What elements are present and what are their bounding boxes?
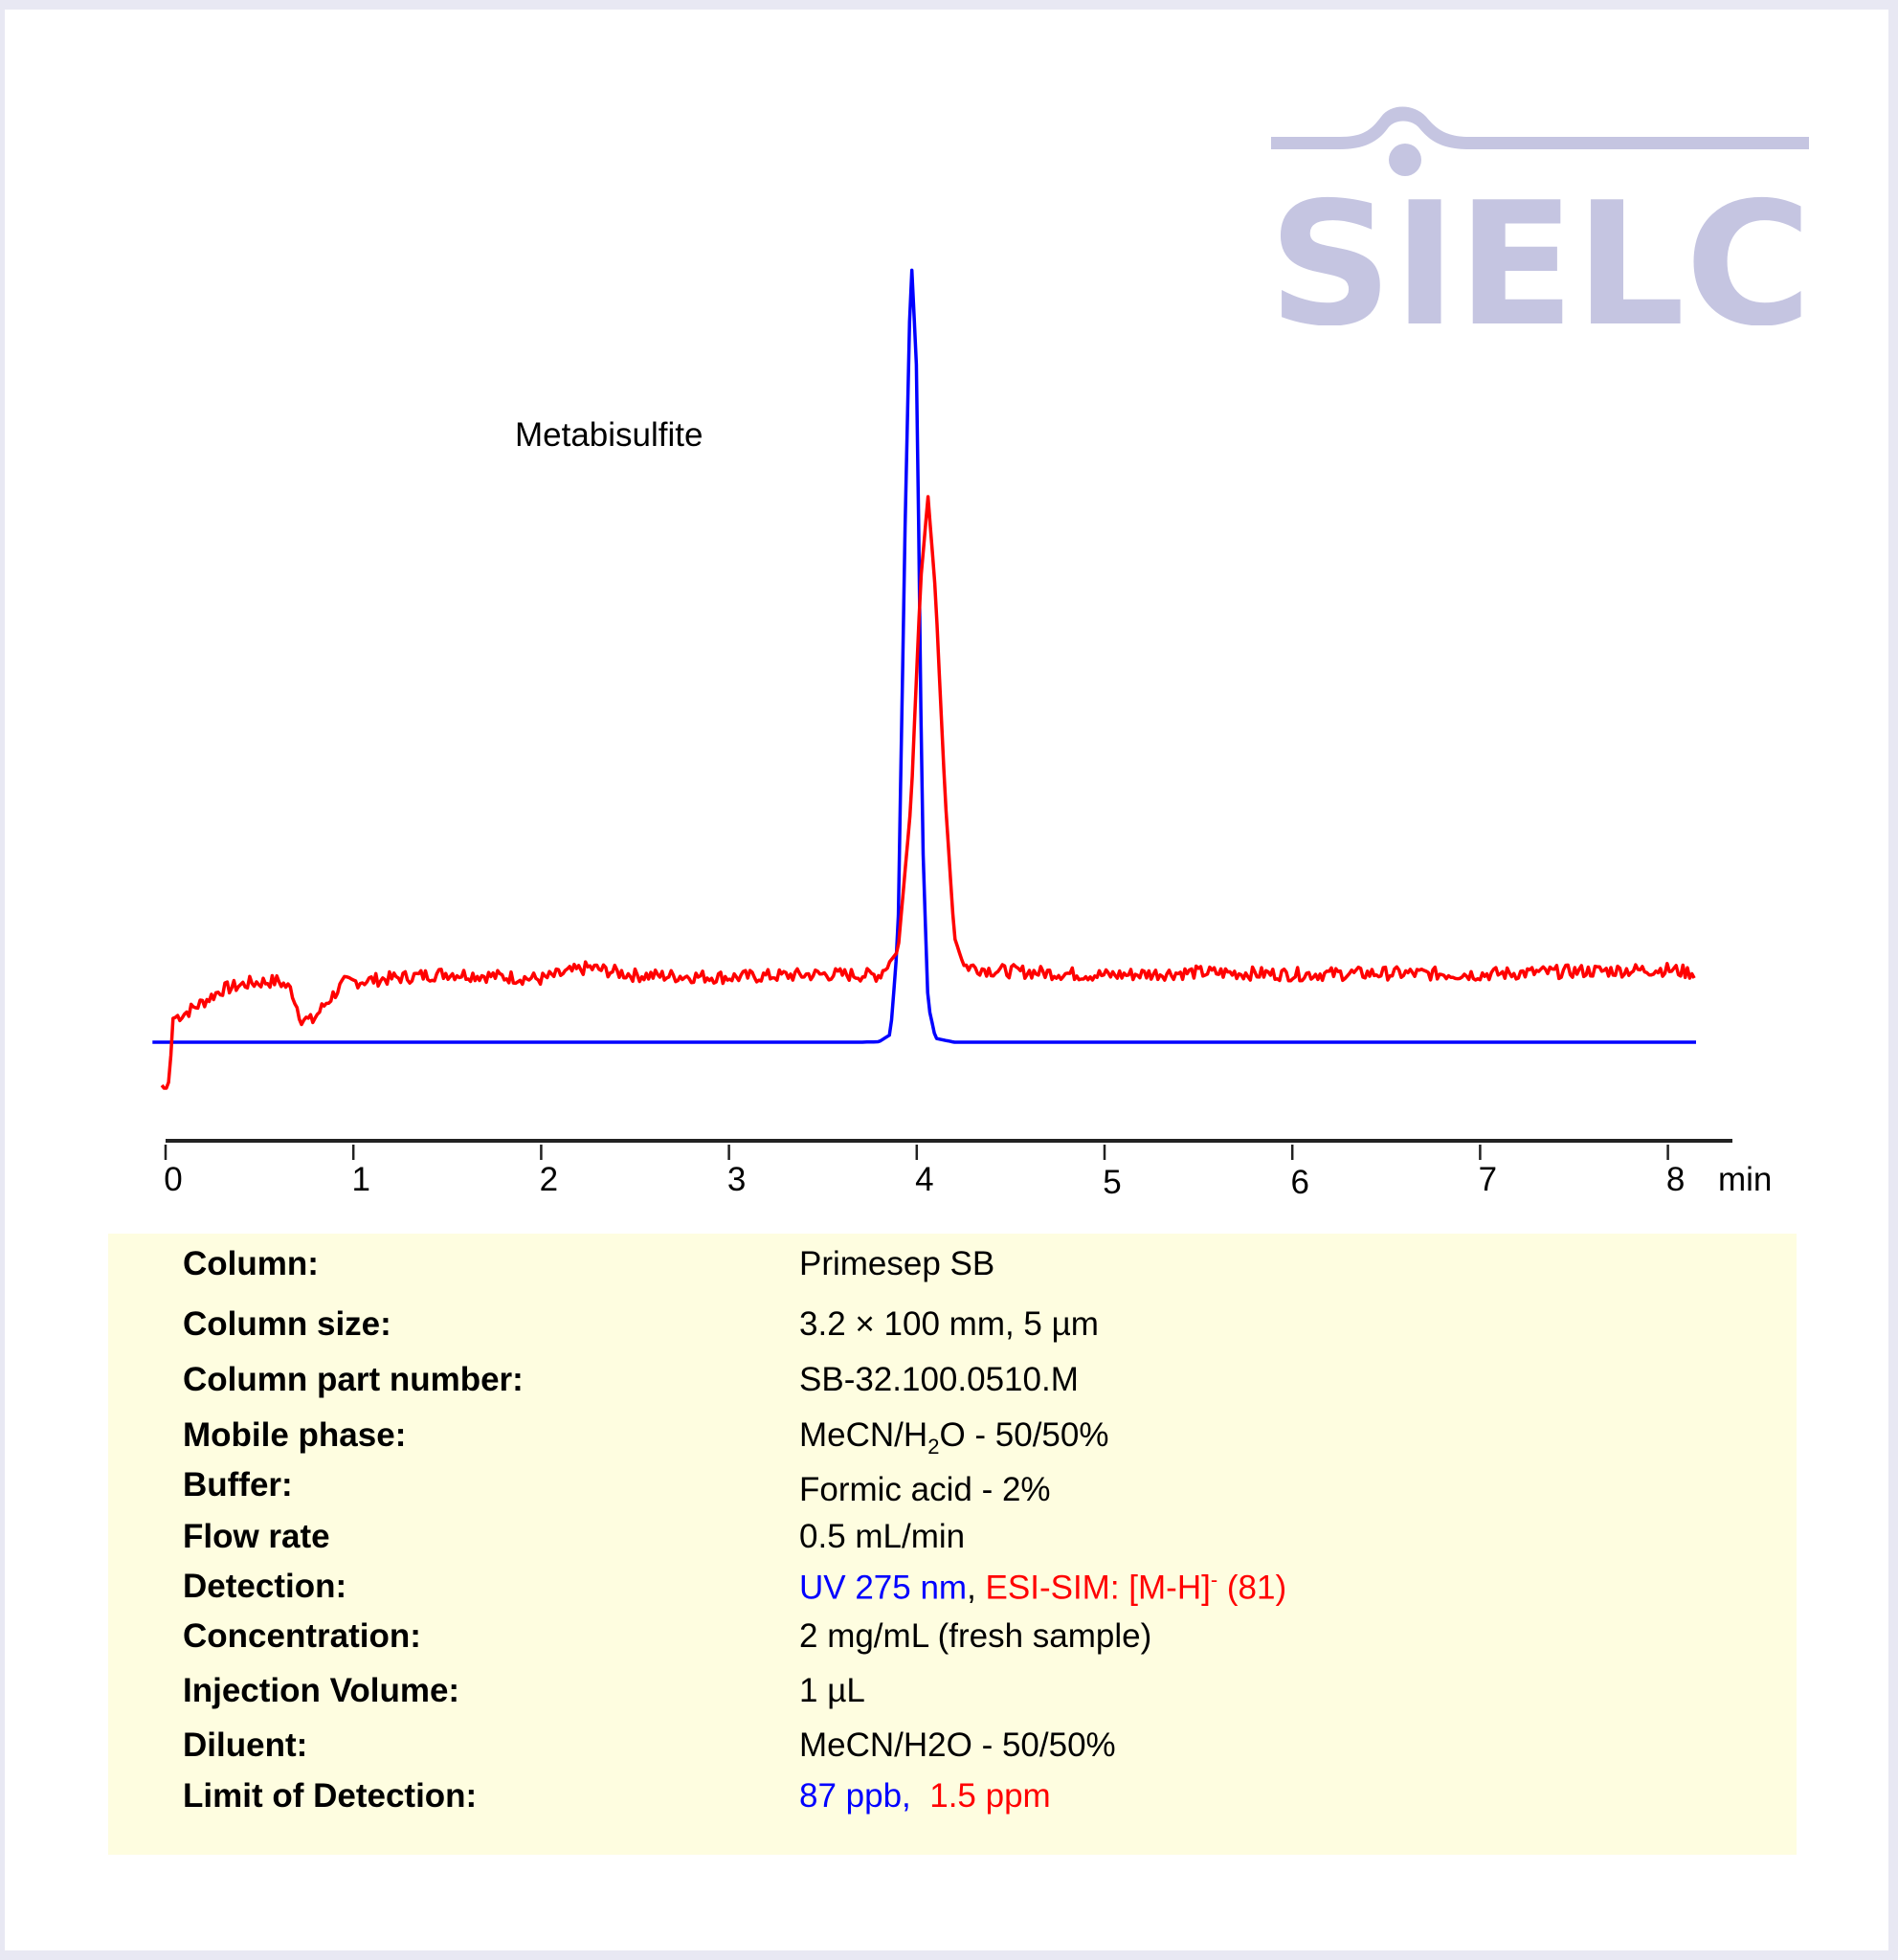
condition-row-limit-of-detection: Limit of Detection: 87 ppb, 1.5 ppm [183, 1777, 1791, 1821]
x-tick-label: 8 [1666, 1161, 1685, 1198]
condition-label: Concentration: [183, 1617, 421, 1655]
condition-label: Column size: [183, 1305, 391, 1343]
condition-value: 0.5 mL/min [799, 1518, 966, 1555]
condition-label: Diluent: [183, 1726, 308, 1764]
uv-trace [152, 268, 1696, 1044]
chromatogram-traces [152, 268, 1696, 1090]
condition-row-concentration: Concentration: 2 mg/mL (fresh sample) [183, 1617, 1791, 1661]
separator: , [967, 1569, 986, 1607]
x-tick-label: 7 [1479, 1161, 1497, 1198]
condition-value: MeCN/H2O - 50/50% [799, 1726, 1116, 1764]
condition-label: Buffer: [183, 1466, 293, 1503]
condition-row-column: Column: Primesep SB [183, 1245, 1791, 1289]
ms-lod: 1.5 ppm [910, 1777, 1051, 1815]
conditions-panel: Column: Primesep SB Column size: 3.2 × 1… [108, 1234, 1797, 1855]
condition-value: UV 275 nm, ESI-SIM: [M-H]- (81) [799, 1568, 1286, 1608]
ms-trace [160, 495, 1696, 1090]
condition-value: 87 ppb, 1.5 ppm [799, 1777, 1051, 1815]
condition-label: Column: [183, 1245, 319, 1282]
condition-row-mobile-phase: Mobile phase: MeCN/H2O - 50/50% [183, 1416, 1791, 1460]
logo-text: SIELC [1268, 166, 1812, 325]
x-tick-label: 3 [727, 1161, 746, 1198]
condition-row-diluent: Diluent: MeCN/H2O - 50/50% [183, 1726, 1791, 1771]
condition-value: MeCN/H2O - 50/50% [799, 1416, 1108, 1459]
x-axis-ticks: 0 1 2 3 4 5 6 7 8 [164, 1145, 1685, 1201]
x-tick-label: 2 [540, 1161, 558, 1198]
condition-row-column-size: Column size: 3.2 × 100 mm, 5 µm [183, 1305, 1791, 1349]
x-tick-label: 5 [1103, 1164, 1121, 1201]
sielc-logo-icon: SIELC [1268, 106, 1812, 325]
condition-label: Column part number: [183, 1361, 524, 1398]
condition-row-detection: Detection: UV 275 nm, ESI-SIM: [M-H]- (8… [183, 1568, 1791, 1612]
condition-label: Detection: [183, 1568, 347, 1605]
chromatogram-chart: 0 1 2 3 4 5 6 7 8 min [152, 268, 1772, 1201]
condition-label: Flow rate [183, 1518, 330, 1555]
condition-value: 3.2 × 100 mm, 5 µm [799, 1305, 1099, 1343]
condition-row-flow-rate: Flow rate 0.5 mL/min [183, 1518, 1791, 1562]
condition-row-injection-volume: Injection Volume: 1 µL [183, 1672, 1791, 1716]
x-tick-label: 1 [351, 1161, 369, 1198]
condition-value: SB-32.100.0510.M [799, 1361, 1079, 1398]
value-part: MeCN/H [799, 1416, 928, 1454]
condition-value: Formic acid - 2% [799, 1471, 1051, 1508]
ms-mass: (81) [1217, 1569, 1287, 1607]
subscript: 2 [927, 1435, 940, 1459]
condition-row-part-number: Column part number: SB-32.100.0510.M [183, 1361, 1791, 1405]
x-tick-label: 6 [1290, 1164, 1308, 1201]
ms-detection: ESI-SIM: [M-H] [985, 1569, 1211, 1607]
value-part: O - 50/50% [939, 1416, 1109, 1454]
condition-label: Injection Volume: [183, 1672, 460, 1709]
page: SIELC 0 1 2 3 4 5 6 7 8 min Metabisulfite Column… [5, 10, 1888, 1950]
condition-value: 1 µL [799, 1672, 865, 1709]
peak-label-metabisulfite: Metabisulfite [515, 416, 703, 454]
condition-value: 2 mg/mL (fresh sample) [799, 1617, 1152, 1655]
condition-row-buffer: Buffer: Formic acid - 2% [183, 1466, 1791, 1510]
condition-label: Limit of Detection: [183, 1777, 478, 1815]
uv-lod: 87 ppb, [799, 1777, 911, 1815]
x-tick-label: 4 [915, 1161, 933, 1198]
x-axis-unit-label: min [1718, 1161, 1772, 1198]
condition-label: Mobile phase: [183, 1416, 407, 1454]
condition-value: Primesep SB [799, 1245, 995, 1282]
uv-detection: UV 275 nm [799, 1569, 968, 1607]
superscript: - [1210, 1568, 1218, 1592]
x-tick-label: 0 [164, 1161, 182, 1198]
